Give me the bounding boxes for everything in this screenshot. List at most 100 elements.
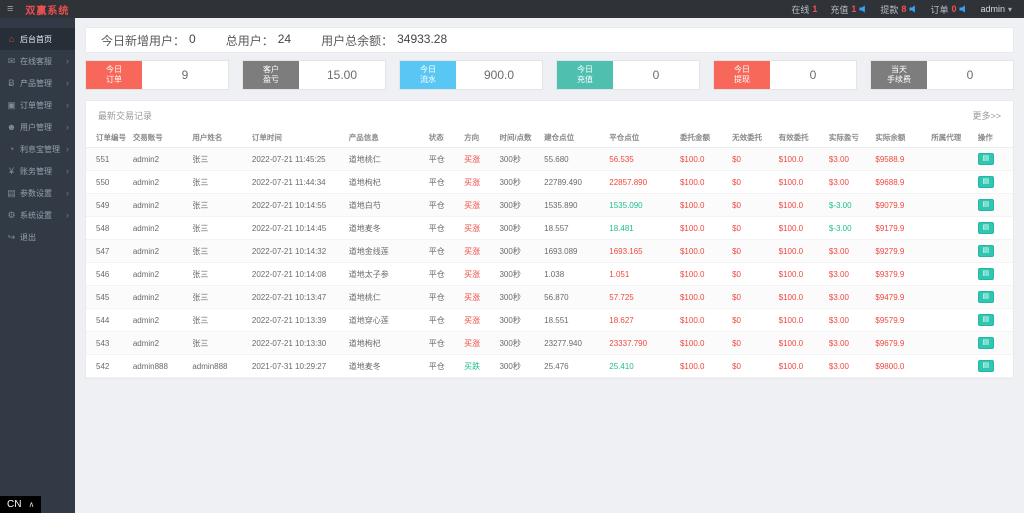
sidebar-item-finance[interactable]: ¥ 账务管理 › [0, 160, 75, 182]
cell-action: ▤ [973, 331, 1013, 355]
cell-balance: $9379.9 [871, 262, 928, 286]
cell-direction: 买跌 [460, 354, 496, 378]
col-header-account: 交易账号 [128, 128, 189, 148]
stat-card-value: 15.00 [326, 68, 358, 82]
cell-amount: $100.0 [675, 308, 729, 332]
col-header-balance: 实际余额 [871, 128, 928, 148]
order-detail-button[interactable]: ▤ [977, 268, 994, 280]
cell-invalid: $0 [728, 308, 775, 332]
cell-agent [927, 285, 974, 309]
order-detail-button[interactable]: ▤ [977, 360, 994, 372]
sidebar-item-params[interactable]: ▤ 参数设置 › [0, 182, 75, 204]
cell-direction: 买涨 [460, 147, 496, 171]
cell-time: 2022-07-21 11:44:34 [247, 170, 345, 194]
cell-close: 18.481 [605, 216, 676, 240]
sidebar-item-label: 利息宝管理 [20, 144, 60, 154]
speaker-icon[interactable] [959, 5, 965, 13]
order-detail-button[interactable]: ▤ [977, 176, 994, 188]
cell-name: 张三 [188, 216, 248, 240]
cell-agent [927, 193, 974, 217]
cell-name: 张三 [188, 170, 248, 194]
topbar-stat: 充值 1 [830, 3, 867, 16]
order-detail-button[interactable]: ▤ [977, 153, 994, 165]
overview-stat-label: 用户总余额： [321, 33, 394, 48]
cell-amount: $100.0 [675, 285, 729, 309]
cell-valid: $100.0 [774, 354, 825, 378]
stat-card-label: 今日 流水 [400, 61, 456, 89]
stat-card: 客户 盈亏 15.00 [242, 60, 386, 90]
overview-stat-value: 0 [189, 31, 196, 46]
cell-action: ▤ [973, 239, 1013, 263]
cell-profit: $3.00 [824, 239, 872, 263]
order-detail-button[interactable]: ▤ [977, 314, 994, 326]
trades-header-row: 订单编号 交易账号 用户姓名 订单时间 产品信息 状态 方向 时间/点数 建仓点位 平仓点位 委托金… [86, 128, 1013, 148]
cell-valid: $100.0 [774, 170, 825, 194]
chevron-right-icon: › [66, 210, 69, 220]
overview-stat-value: 24 [277, 31, 292, 46]
cell-name: 张三 [188, 262, 248, 286]
admin-user-menu[interactable]: admin ▾ [980, 4, 1012, 14]
topbar-stat-value: 8 [901, 4, 907, 14]
cell-valid: $100.0 [774, 262, 825, 286]
cell-name: 张三 [188, 285, 248, 309]
cell-close: 57.725 [605, 285, 676, 309]
sidebar-item-product[interactable]: Ƀ 产品管理 › [0, 72, 75, 94]
order-detail-button[interactable]: ▤ [977, 245, 994, 257]
home-icon: ⌂ [8, 34, 15, 44]
cell-valid: $100.0 [774, 285, 825, 309]
sidebar-item-interest[interactable]: ◔ 利息宝管理 › [0, 138, 75, 160]
cell-close: 23337.790 [605, 331, 676, 355]
col-header-invalid: 无效委托 [728, 128, 775, 148]
admin-user-label: admin [980, 4, 1005, 14]
speaker-icon[interactable] [909, 5, 915, 13]
order-detail-button[interactable]: ▤ [977, 199, 994, 211]
sidebar-item-home[interactable]: ⌂ 后台首页 [0, 28, 75, 50]
sidebar-item-label: 系统设置 [20, 210, 52, 220]
more-link[interactable]: 更多>> [972, 111, 1001, 121]
cell-agent [927, 239, 974, 263]
cell-direction: 买涨 [460, 239, 496, 263]
stat-card-label-line: 当天 [891, 65, 907, 74]
col-header-close: 平仓点位 [605, 128, 676, 148]
sidebar-item-orders[interactable]: ▣ 订单管理 › [0, 94, 75, 116]
cell-name: admin888 [188, 354, 248, 378]
topbar-stat-value: 1 [851, 4, 857, 14]
order-detail-button[interactable]: ▤ [977, 222, 994, 234]
language-indicator[interactable]: CN ∧ [0, 496, 42, 513]
sidebar-item-logout[interactable]: ↪ 退出 [0, 226, 75, 248]
cell-balance: $9579.9 [871, 308, 928, 332]
table-row: 545 admin2 张三 2022-07-21 10:13:47 道地桃仁 平仓 买涨 30… [86, 285, 1013, 309]
cell-invalid: $0 [728, 285, 775, 309]
cell-product: 道地桃仁 [344, 147, 425, 171]
order-detail-button[interactable]: ▤ [977, 291, 994, 303]
cell-direction: 买涨 [460, 193, 496, 217]
col-header-name: 用户姓名 [188, 128, 248, 148]
cell-valid: $100.0 [774, 216, 825, 240]
stat-card-value: 0 [809, 68, 817, 82]
sidebar-item-chat[interactable]: ✉ 在线客服 › [0, 50, 75, 72]
order-detail-button[interactable]: ▤ [977, 337, 994, 349]
cell-id: 547 [86, 239, 129, 263]
stat-card-value: 900.0 [483, 68, 515, 82]
cell-close: 1693.165 [605, 239, 676, 263]
cell-product: 道地白芍 [344, 193, 425, 217]
cell-id: 548 [86, 216, 129, 240]
table-row: 542 admin888 admin888 2021-07-31 10:29:27 道地… [86, 354, 1013, 378]
sidebar-item-users[interactable]: ☻ 用户管理 › [0, 116, 75, 138]
cell-balance: $9588.9 [871, 147, 928, 171]
overview-stat: 总用户： 24 [226, 32, 291, 49]
speaker-icon[interactable] [859, 5, 865, 13]
cell-time: 2022-07-21 10:14:45 [247, 216, 345, 240]
cell-action: ▤ [973, 193, 1013, 217]
cell-agent [927, 147, 974, 171]
cell-name: 张三 [188, 308, 248, 332]
cell-valid: $100.0 [774, 147, 825, 171]
stat-card-label-line: 客户 [263, 65, 279, 74]
hamburger-menu-icon[interactable]: ≡ [7, 2, 14, 15]
cell-invalid: $0 [728, 216, 775, 240]
stat-card: 今日 流水 900.0 [399, 60, 543, 90]
cell-name: 张三 [188, 147, 248, 171]
cell-balance: $9479.9 [871, 285, 928, 309]
col-header-id: 订单编号 [86, 128, 129, 148]
sidebar-item-system[interactable]: ⚙ 系统设置 › [0, 204, 75, 226]
